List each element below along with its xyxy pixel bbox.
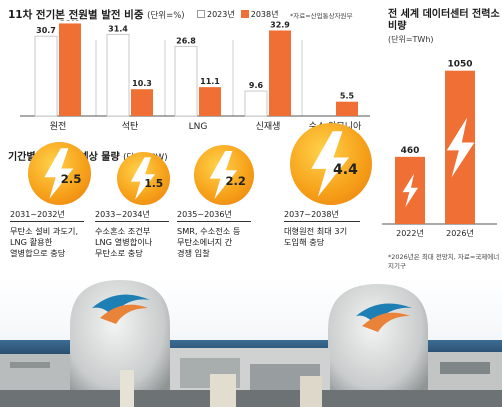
power-mix-chart: 30.7 35.6 원전 31.4 10.3 석탄 26.8 11.1 LNG 9.6 32.9 신재… xyxy=(20,20,370,132)
shortage-period-0: 2031~2032년 xyxy=(10,210,65,219)
datacenter-chart: 460 2022년 1050 2026년 xyxy=(382,60,497,238)
dc-bolt-icon-0 xyxy=(402,173,419,208)
category-label-2: LNG xyxy=(189,122,208,132)
shortage-circle-1: 1.5 xyxy=(116,152,170,205)
bar-label-2023-1: 31.4 xyxy=(108,24,128,33)
datacenter-unit: (단위=TWh) xyxy=(388,35,434,44)
shortage-divider-2 xyxy=(177,221,251,222)
shortage-desc-0-2: 열병합으로 충당 xyxy=(10,248,66,258)
power-mix-title: 11차 전기본 전원별 발전 비중 (단위=%) xyxy=(8,9,185,21)
category-label-1: 석탄 xyxy=(122,121,139,132)
shortage-desc-1-2: 무탄소로 충당 xyxy=(95,248,143,258)
bar-2038-2 xyxy=(199,87,221,116)
shortage-circle-3: 4.4 xyxy=(290,123,372,205)
legend-item-2023: 2023년 xyxy=(197,9,235,20)
bar-2023-3 xyxy=(244,90,268,117)
dc-category-0: 2022년 xyxy=(396,228,424,238)
shortage-desc-0-1: LNG 활용한 xyxy=(10,237,53,247)
lightning-bolt-icon xyxy=(130,157,155,200)
bar-2038-1 xyxy=(131,89,153,116)
shortage-desc-3-1: 도입해 충당 xyxy=(284,237,325,247)
shortage-value-3: 4.4 xyxy=(333,161,358,178)
category-label-0: 원전 xyxy=(50,121,67,132)
dc-bolt-icon-1 xyxy=(446,117,475,178)
shortage-desc-2-1: 무탄소에너지 간 xyxy=(177,237,233,247)
bar-label-2038-0: 35.6 xyxy=(60,20,80,22)
bar-label-2038-4: 5.5 xyxy=(340,92,355,101)
shortage-value-0: 2.5 xyxy=(60,171,82,186)
bar-label-2038-1: 10.3 xyxy=(132,79,152,88)
category-label-3: 신재생 xyxy=(256,121,281,132)
datacenter-note: *2026년은 최대 전망치, 자료=국제에너지기구 xyxy=(388,253,500,270)
shortage-value-1: 1.5 xyxy=(144,177,164,191)
power-mix-source: *자료=산업통상자원부 xyxy=(290,12,353,20)
shortage-period-3: 2037~2038년 xyxy=(284,210,339,219)
nuclear-plant-photo xyxy=(0,278,502,407)
shortage-circle-0: 2.5 xyxy=(27,142,91,205)
bar-2038-0 xyxy=(59,23,81,116)
dc-category-1: 2026년 xyxy=(446,228,474,238)
dc-bar-label-1: 1050 xyxy=(447,60,472,70)
bar-2038-4 xyxy=(336,101,358,116)
bar-label-2023-3: 9.6 xyxy=(249,81,264,90)
lightning-bolt-icon xyxy=(43,148,73,199)
bar-label-2038-3: 32.9 xyxy=(270,20,290,29)
reactor-dome-left xyxy=(70,280,170,407)
shortage-period-2: 2035~2036년 xyxy=(177,210,232,219)
shortage-divider-0 xyxy=(10,221,84,222)
lightning-bolt-icon xyxy=(209,151,238,199)
power-mix-legend: 2023년 2038년 xyxy=(197,9,278,20)
power-mix-unit: (단위=%) xyxy=(147,11,185,21)
dc-bar-label-0: 460 xyxy=(401,146,420,156)
shortage-desc-0-0: 무탄소 설비 과도기, xyxy=(10,226,79,236)
bar-label-2038-2: 11.1 xyxy=(200,77,220,86)
shortage-period-1: 2033~2034년 xyxy=(95,210,150,219)
shortage-desc-2-2: 경쟁 입찰 xyxy=(177,248,210,258)
shortage-desc-1-0: 수소혼소 조건부 xyxy=(95,226,151,236)
shortage-desc-3-0: 대형원전 최대 3기 xyxy=(284,226,348,236)
shortage-desc-1-1: LNG 열병합이나 xyxy=(95,237,153,247)
bar-2038-3 xyxy=(269,30,291,116)
shortage-circle-2: 2.2 xyxy=(194,145,254,205)
reactor-dome-right xyxy=(328,284,428,407)
shortage-divider-1 xyxy=(95,221,169,222)
datacenter-title: 전 세계 데이터센터 전력소비량 xyxy=(388,9,500,32)
shortage-desc-2-0: SMR, 수소전소 등 xyxy=(177,226,241,236)
shortage-value-2: 2.2 xyxy=(225,173,246,188)
bar-label-2023-2: 26.8 xyxy=(176,36,196,45)
bar-2023-2 xyxy=(174,45,198,117)
shortage-divider-3 xyxy=(284,221,360,222)
bar-2023-1 xyxy=(106,33,130,117)
bar-label-2023-0: 30.7 xyxy=(36,26,56,35)
legend-item-2038: 2038년 xyxy=(240,9,278,20)
bar-2023-0 xyxy=(34,35,58,117)
lightning-bolt-icon xyxy=(311,131,350,197)
